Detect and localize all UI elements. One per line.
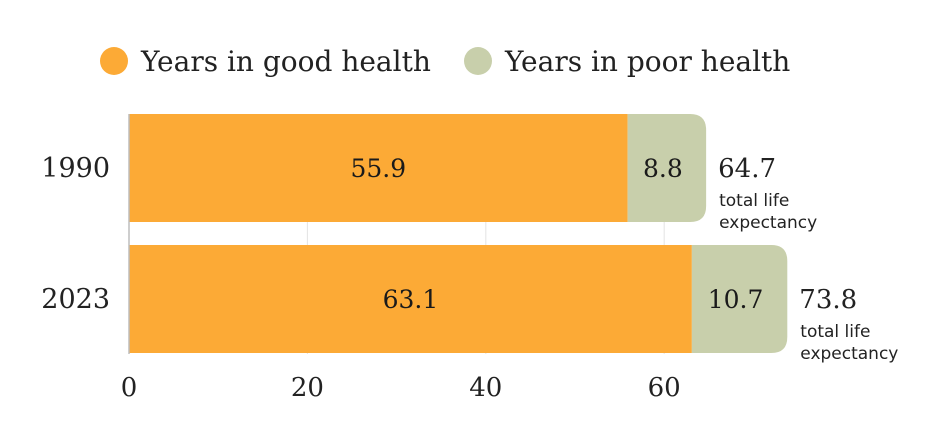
value-label-poor-health-2023: 10.7	[708, 285, 764, 314]
legend-swatch-good-health	[100, 47, 128, 75]
x-tick-label-20: 20	[291, 373, 324, 403]
total-note-line1-2023: total life	[800, 322, 870, 342]
bar-poor-health-1990	[627, 114, 707, 222]
total-note-line1-1990: total life	[719, 191, 789, 211]
bar-good-health-2023	[129, 245, 692, 353]
total-note-line2-2023: expectancy	[800, 344, 898, 364]
legend-swatch-poor-health	[464, 47, 492, 75]
x-tick-label-40: 40	[469, 373, 502, 403]
x-axis-ticks: 0 20 40 60	[121, 373, 681, 403]
bar-poor-health-2023	[691, 245, 788, 353]
bar-good-health-1990	[129, 114, 628, 222]
total-value-1990: 64.7	[718, 154, 776, 184]
year-label-2023: 2023	[41, 284, 110, 315]
legend-label-good-health: Years in good health	[140, 45, 431, 78]
total-note-line2-1990: expectancy	[719, 213, 817, 233]
year-label-1990: 1990	[41, 153, 110, 184]
x-tick-label-60: 60	[648, 373, 681, 403]
x-tick-label-0: 0	[121, 373, 138, 403]
value-label-poor-health-1990: 8.8	[643, 154, 683, 183]
value-label-good-health-2023: 63.1	[383, 285, 439, 314]
legend-label-poor-health: Years in poor health	[504, 45, 790, 78]
value-label-good-health-1990: 55.9	[350, 154, 406, 183]
legend: Years in good health Years in poor health	[100, 45, 790, 78]
total-value-2023: 73.8	[799, 285, 857, 315]
